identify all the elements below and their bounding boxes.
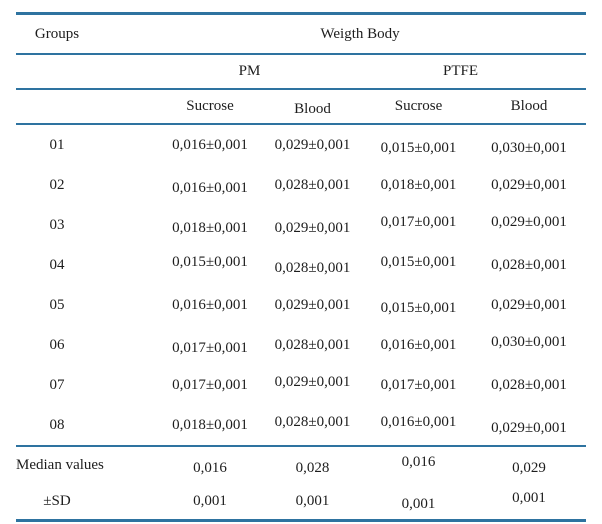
group-cell: 01 [49, 136, 65, 153]
table-row: 07 0,017±0,001 0,029±0,001 0,017±0,001 0… [16, 365, 586, 405]
group-cell: 08 [16, 405, 134, 447]
table-row: 08 0,018±0,001 0,028±0,001 0,016±0,001 0… [16, 402, 587, 450]
value-cell: 0,030±0,001 [491, 333, 567, 350]
value-cell: 0,029±0,001 [274, 296, 351, 313]
sd-row: ±SD 0,001 0,001 0,001 0,001 [16, 480, 587, 524]
median-row: Median values 0,016 0,028 0,016 0,029 [16, 446, 586, 483]
median-value-cell: 0,016 [193, 459, 227, 476]
value-cell: 0,015±0,001 [380, 253, 457, 270]
group-cell: 04 [49, 256, 65, 273]
group-cell: 06 [49, 336, 65, 353]
table-row: 03 0,018±0,001 0,029±0,001 0,017±0,001 0… [16, 205, 586, 245]
median-value-cell: 0,029 [512, 459, 546, 476]
table-row: 06 0,017±0,001 0,028±0,001 0,016±0,001 0… [16, 325, 586, 365]
value-cell: 0,029±0,001 [274, 136, 351, 153]
value-cell: 0,018±0,001 [380, 176, 457, 193]
table-row: 02 0,016±0,001 0,028±0,001 0,018±0,001 0… [16, 165, 586, 205]
ptfe-sucrose-header: Sucrose [365, 89, 472, 125]
value-cell: 0,030±0,001 [491, 139, 567, 156]
sd-value-cell: 0,001 [260, 483, 365, 522]
sd-label: ±SD [16, 483, 134, 522]
value-cell: 0,017±0,001 [172, 376, 248, 393]
group-cell: 05 [49, 296, 65, 313]
group-cell: 07 [49, 376, 65, 393]
value-cell: 0,029±0,001 [274, 373, 351, 390]
value-cell: 0,015±0,001 [172, 253, 248, 270]
header-row-materials: PM PTFE [16, 54, 587, 90]
weight-body-header: Weigth Body [134, 12, 587, 55]
empty-cell [16, 89, 134, 125]
median-value-cell: 0,028 [295, 459, 330, 476]
ptfe-header: PTFE [365, 54, 587, 90]
sd-value-cell: 0,001 [472, 480, 587, 519]
value-cell: 0,017±0,001 [380, 376, 457, 393]
value-cell: 0,028±0,001 [274, 259, 351, 276]
paper-table: Groups Weigth Body PM PTFE Sucrose Blood… [16, 12, 587, 524]
value-cell: 0,029±0,001 [491, 176, 567, 193]
value-cell: 0,016±0,001 [172, 296, 248, 313]
median-value-cell: 0,016 [401, 453, 436, 470]
header-row-measures: Sucrose Blood Sucrose Blood [16, 89, 587, 128]
value-cell: 0,016±0,001 [172, 136, 248, 153]
value-cell: 0,016±0,001 [380, 336, 457, 353]
sd-value-cell: 0,001 [134, 483, 260, 522]
empty-cell [16, 54, 134, 90]
value-cell: 0,017±0,001 [172, 339, 248, 356]
value-cell: 0,016±0,001 [365, 402, 472, 444]
ptfe-blood-header: Blood [472, 89, 587, 125]
value-cell: 0,015±0,001 [380, 299, 457, 316]
value-cell: 0,028±0,001 [260, 402, 365, 444]
table-row: 05 0,016±0,001 0,029±0,001 0,015±0,001 0… [16, 285, 586, 325]
value-cell: 0,018±0,001 [172, 219, 248, 236]
value-cell: 0,016±0,001 [172, 179, 248, 196]
pm-header: PM [134, 54, 365, 90]
pm-blood-header: Blood [260, 92, 365, 128]
value-cell: 0,028±0,001 [274, 176, 351, 193]
value-cell: 0,029±0,001 [472, 408, 587, 450]
pm-sucrose-header: Sucrose [134, 89, 260, 125]
value-cell: 0,015±0,001 [380, 139, 457, 156]
table-row: 01 0,016±0,001 0,029±0,001 0,015±0,001 0… [16, 124, 586, 165]
value-cell: 0,029±0,001 [491, 296, 567, 313]
value-cell: 0,028±0,001 [491, 376, 567, 393]
value-cell: 0,029±0,001 [274, 219, 351, 236]
value-cell: 0,028±0,001 [491, 256, 567, 273]
group-cell: 03 [49, 216, 65, 233]
group-cell: 02 [49, 176, 65, 193]
value-cell: 0,017±0,001 [380, 213, 457, 230]
header-row-title: Groups Weigth Body [16, 12, 587, 55]
value-cell: 0,028±0,001 [274, 336, 351, 353]
median-label: Median values [16, 456, 104, 473]
value-cell: 0,018±0,001 [134, 405, 260, 447]
sd-value-cell: 0,001 [365, 486, 472, 524]
weight-body-table: Groups Weigth Body PM PTFE Sucrose Blood… [16, 12, 587, 524]
value-cell: 0,029±0,001 [491, 213, 567, 230]
groups-header: Groups [16, 12, 134, 55]
table-row: 04 0,015±0,001 0,028±0,001 0,015±0,001 0… [16, 245, 586, 285]
